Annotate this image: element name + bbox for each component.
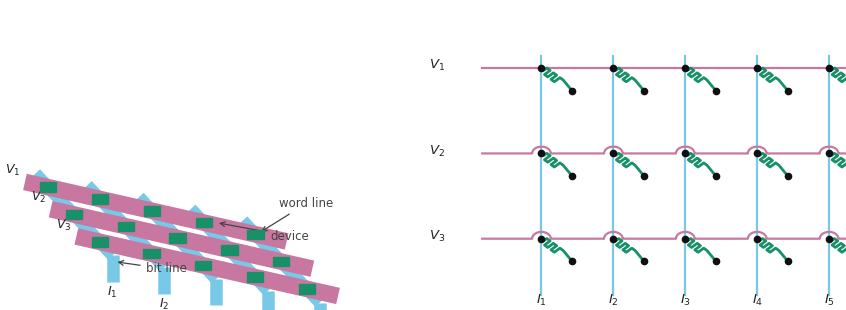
Polygon shape bbox=[247, 230, 264, 239]
Text: $I_5$: $I_5$ bbox=[824, 293, 834, 308]
Text: $I_1$: $I_1$ bbox=[536, 293, 547, 308]
Polygon shape bbox=[273, 257, 289, 266]
Text: $V_1$: $V_1$ bbox=[429, 58, 445, 73]
Text: $V_2$: $V_2$ bbox=[429, 144, 445, 158]
Polygon shape bbox=[66, 210, 82, 219]
Polygon shape bbox=[222, 245, 238, 255]
Polygon shape bbox=[91, 237, 107, 246]
Text: $I_4$: $I_4$ bbox=[751, 293, 763, 308]
Polygon shape bbox=[118, 222, 134, 231]
Polygon shape bbox=[144, 206, 160, 215]
Text: $I_3$: $I_3$ bbox=[679, 293, 691, 308]
Polygon shape bbox=[195, 218, 212, 227]
Text: word line: word line bbox=[262, 197, 333, 231]
Text: $V_1$: $V_1$ bbox=[5, 163, 20, 178]
Text: device: device bbox=[220, 222, 309, 243]
Text: $I_1$: $I_1$ bbox=[107, 285, 118, 300]
Polygon shape bbox=[92, 194, 108, 204]
Text: $V_3$: $V_3$ bbox=[56, 218, 71, 233]
Text: $V_3$: $V_3$ bbox=[429, 229, 446, 244]
Text: $I_3$: $I_3$ bbox=[211, 308, 222, 310]
Polygon shape bbox=[195, 261, 212, 270]
Polygon shape bbox=[169, 233, 186, 243]
Polygon shape bbox=[40, 183, 57, 192]
Polygon shape bbox=[299, 284, 315, 294]
Text: $I_2$: $I_2$ bbox=[159, 297, 169, 310]
Text: $V_2$: $V_2$ bbox=[30, 190, 46, 206]
Polygon shape bbox=[143, 249, 160, 258]
Text: $I_2$: $I_2$ bbox=[608, 293, 618, 308]
Text: bit line: bit line bbox=[118, 261, 187, 276]
Polygon shape bbox=[247, 272, 263, 282]
